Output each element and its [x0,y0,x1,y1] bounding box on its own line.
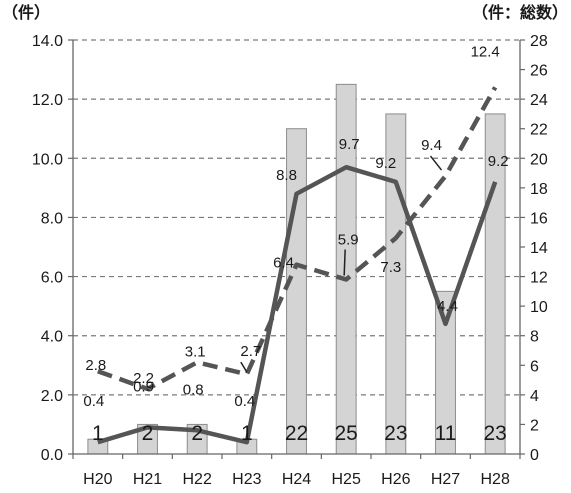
right-axis-unit: （件：総数） [472,3,568,22]
x-tick-label: H21 [133,471,162,488]
right-tick-label: 8 [530,329,539,346]
dashed-line-label: 5.9 [338,232,359,249]
x-tick-label: H23 [232,471,261,488]
solid-line-label: 9.2 [488,153,509,170]
left-tick-label: 8.0 [41,210,63,227]
dashed-line-label: 9.4 [421,137,442,154]
solid-line-label: 0.8 [183,381,204,398]
right-tick-label: 24 [530,92,548,109]
x-tick-label: H20 [83,471,112,488]
label-leader-line [343,249,346,276]
axis-layer: 0.02.04.06.08.010.012.014.00246810121416… [32,33,548,488]
solid-line-label: 0.4 [234,393,255,410]
left-tick-label: 4.0 [41,329,63,346]
bar-value-label: 22 [285,422,308,445]
dashed-line-label: 12.4 [471,43,500,60]
bar-value-label: 25 [334,422,357,445]
left-tick-label: 10.0 [32,151,63,168]
x-tick-label: H22 [182,471,211,488]
dashed-line-label: 2.2 [133,370,154,387]
dashed-line-label: 7.3 [380,259,401,276]
label-leader-line [429,155,443,171]
right-tick-label: 20 [530,151,548,168]
x-tick-label: H26 [381,471,410,488]
dashed-line-label: 2.7 [240,343,261,360]
dashed-series-line [97,86,498,392]
x-tick-label: H27 [431,471,460,488]
line-layer [97,86,498,445]
right-tick-label: 4 [530,388,539,405]
left-tick-label: 12.0 [32,92,63,109]
right-tick-label: 6 [530,358,539,375]
dashed-line-label: 2.8 [85,357,106,374]
left-tick-label: 0.0 [41,447,63,464]
bar-value-label: 1 [241,422,253,445]
label-leader-line [240,361,248,373]
solid-line-label: 4.4 [437,298,458,315]
left-tick-label: 6.0 [41,270,63,287]
bar-value-label: 2 [191,422,203,445]
dashed-line-label: 3.1 [185,343,206,360]
right-tick-label: 18 [530,181,548,198]
x-tick-label: H25 [331,471,360,488]
solid-line-label: 9.2 [375,155,396,172]
x-tick-label: H24 [282,471,311,488]
bar-value-label: 1 [92,422,104,445]
solid-line-label: 0.4 [83,393,104,410]
right-tick-label: 0 [530,447,539,464]
solid-line-label: 8.8 [276,167,297,184]
bar-value-label: 11 [435,422,457,445]
left-tick-label: 14.0 [32,33,63,50]
bar-value-label: 23 [384,422,407,445]
right-tick-label: 28 [530,33,548,50]
solid-line-label: 9.7 [339,136,360,153]
solid-line-label: 0.9 [133,378,154,395]
right-tick-label: 12 [530,270,548,287]
x-tick-label: H28 [480,471,509,488]
right-tick-label: 22 [530,122,548,139]
right-tick-label: 10 [530,299,548,316]
right-tick-label: 26 [530,63,548,80]
solid-series-line [97,164,498,445]
left-axis-unit: （件） [2,3,50,22]
bar-value-label: 23 [483,422,506,445]
right-tick-label: 14 [530,240,548,257]
bar-value-label: 2 [142,422,154,445]
right-tick-label: 16 [530,210,548,227]
left-tick-label: 2.0 [41,388,63,405]
dashed-line-label: 6.4 [273,255,294,272]
label-layer: 1 2 2 1 22 25 23 11 230.40.9 0.80.48.89.79.24.49.… [83,43,508,445]
right-tick-label: 2 [530,417,539,434]
